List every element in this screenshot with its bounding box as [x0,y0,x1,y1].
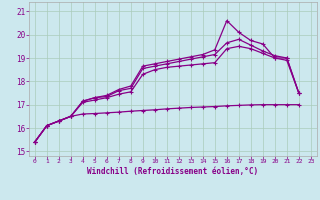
X-axis label: Windchill (Refroidissement éolien,°C): Windchill (Refroidissement éolien,°C) [87,167,258,176]
